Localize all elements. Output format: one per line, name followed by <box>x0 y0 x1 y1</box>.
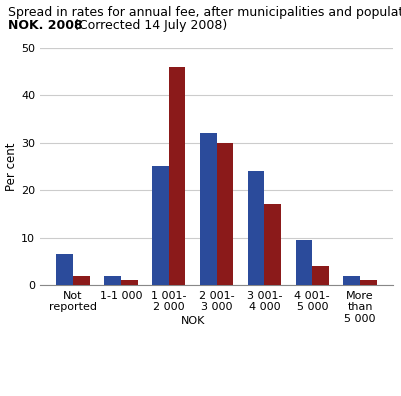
Bar <box>169 67 185 285</box>
Y-axis label: Per cent: Per cent <box>5 142 18 190</box>
Bar <box>296 240 312 285</box>
Bar <box>360 280 377 285</box>
Bar <box>200 133 217 285</box>
Bar <box>312 266 329 285</box>
Text: NOK. 2008: NOK. 2008 <box>8 19 83 32</box>
Bar <box>217 143 233 285</box>
Text: Spread in rates for annual fee, after municipalities and population.: Spread in rates for annual fee, after mu… <box>8 6 401 19</box>
Bar <box>343 276 360 285</box>
Bar <box>56 254 73 285</box>
Bar <box>104 276 121 285</box>
Bar <box>121 280 138 285</box>
Bar <box>73 276 90 285</box>
Bar <box>248 171 264 285</box>
Bar <box>264 204 281 285</box>
Bar <box>152 166 169 285</box>
Text: (Corrected 14 July 2008): (Corrected 14 July 2008) <box>70 19 227 32</box>
Text: NOK: NOK <box>180 316 205 326</box>
